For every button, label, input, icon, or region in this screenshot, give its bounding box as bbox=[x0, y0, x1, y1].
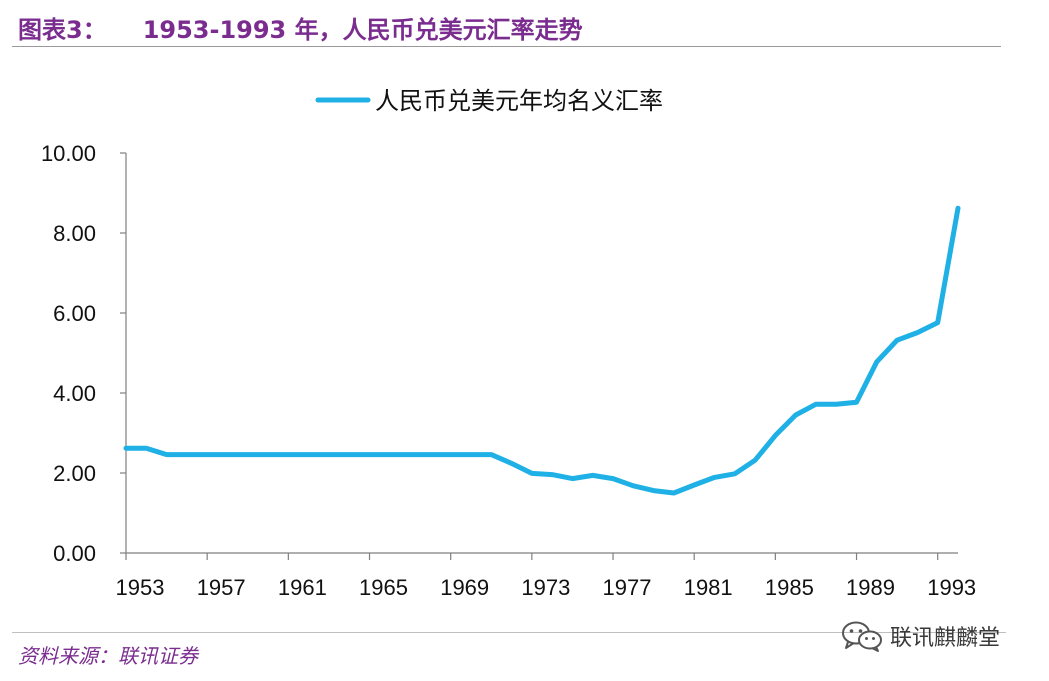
x-tick-label: 1973 bbox=[521, 575, 570, 600]
x-tick-label: 1977 bbox=[603, 575, 652, 600]
top-divider bbox=[12, 46, 1001, 47]
source-note: 资料来源：联讯证券 bbox=[18, 644, 198, 668]
x-tick-label: 1993 bbox=[927, 575, 976, 600]
y-tick-label: 0.00 bbox=[53, 541, 96, 566]
wechat-icon bbox=[842, 621, 882, 652]
series-layer bbox=[123, 205, 961, 496]
y-tick-label: 2.00 bbox=[53, 461, 96, 486]
y-tick-label: 8.00 bbox=[53, 221, 96, 246]
x-tick-label: 1961 bbox=[278, 575, 327, 600]
figure-title: 图表3： 1953-1993 年，人民币兑美元汇率走势 bbox=[18, 10, 583, 45]
x-tick-label: 1981 bbox=[684, 575, 733, 600]
watermark-text: 联讯麒麟堂 bbox=[890, 626, 1001, 651]
bottom-divider bbox=[12, 632, 1006, 633]
x-tick-label: 1957 bbox=[197, 575, 246, 600]
watermark: 联讯麒麟堂 bbox=[840, 618, 1000, 654]
y-tick-label: 4.00 bbox=[53, 381, 96, 406]
x-tick-label: 1985 bbox=[765, 575, 814, 600]
x-tick-label: 1969 bbox=[440, 575, 489, 600]
axes bbox=[120, 152, 958, 560]
tick-labels: 0.00 2.00 4.00 6.00 8.00 10.00 1953 1957 1961 196… bbox=[41, 141, 976, 600]
y-tick-label: 10.00 bbox=[41, 141, 96, 166]
x-tick-label: 1989 bbox=[846, 575, 895, 600]
figure-title-text: 1953-1993 年，人民币兑美元汇率走势 bbox=[142, 16, 583, 44]
series-line bbox=[123, 205, 961, 496]
figure-label: 图表3： bbox=[18, 16, 107, 44]
y-tick-label: 6.00 bbox=[53, 301, 96, 326]
x-tick-label: 1953 bbox=[116, 575, 165, 600]
legend-label: 人民币兑美元年均名义汇率 bbox=[375, 87, 663, 115]
legend: 人民币兑美元年均名义汇率 bbox=[315, 87, 663, 115]
x-tick-label: 1965 bbox=[359, 575, 408, 600]
